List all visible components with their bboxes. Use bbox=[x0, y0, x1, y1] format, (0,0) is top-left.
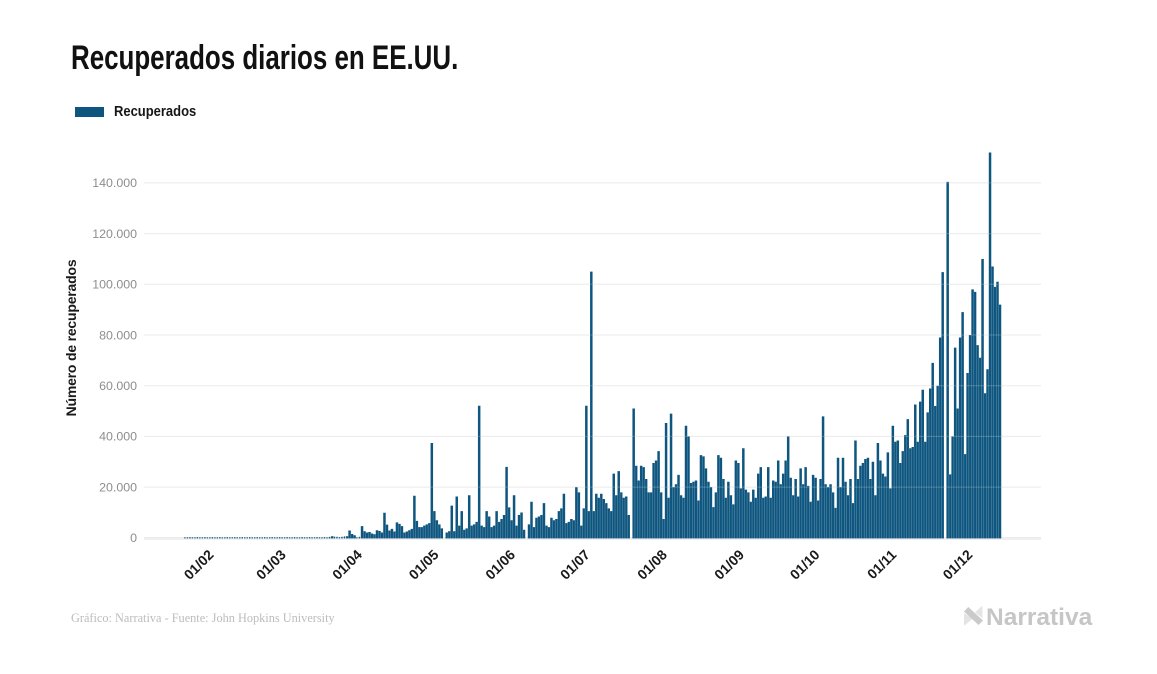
svg-text:40.000: 40.000 bbox=[99, 430, 137, 444]
svg-text:01/09: 01/09 bbox=[711, 546, 747, 582]
svg-text:01/08: 01/08 bbox=[634, 546, 670, 582]
svg-text:01/06: 01/06 bbox=[482, 546, 518, 582]
svg-text:01/03: 01/03 bbox=[253, 546, 289, 582]
svg-text:140.000: 140.000 bbox=[92, 176, 137, 190]
svg-text:01/02: 01/02 bbox=[181, 546, 217, 582]
svg-text:100.000: 100.000 bbox=[92, 278, 137, 292]
svg-text:01/07: 01/07 bbox=[557, 546, 593, 582]
svg-text:01/05: 01/05 bbox=[405, 546, 441, 582]
svg-text:0: 0 bbox=[130, 531, 137, 545]
svg-text:80.000: 80.000 bbox=[99, 328, 137, 342]
svg-text:01/12: 01/12 bbox=[939, 546, 975, 582]
svg-text:120.000: 120.000 bbox=[92, 227, 137, 241]
svg-text:60.000: 60.000 bbox=[99, 379, 137, 393]
svg-text:01/04: 01/04 bbox=[329, 546, 365, 582]
svg-text:01/10: 01/10 bbox=[787, 546, 823, 582]
svg-text:01/11: 01/11 bbox=[864, 546, 900, 582]
svg-text:20.000: 20.000 bbox=[99, 480, 137, 494]
svg-text:Número de recuperados: Número de recuperados bbox=[63, 259, 79, 416]
